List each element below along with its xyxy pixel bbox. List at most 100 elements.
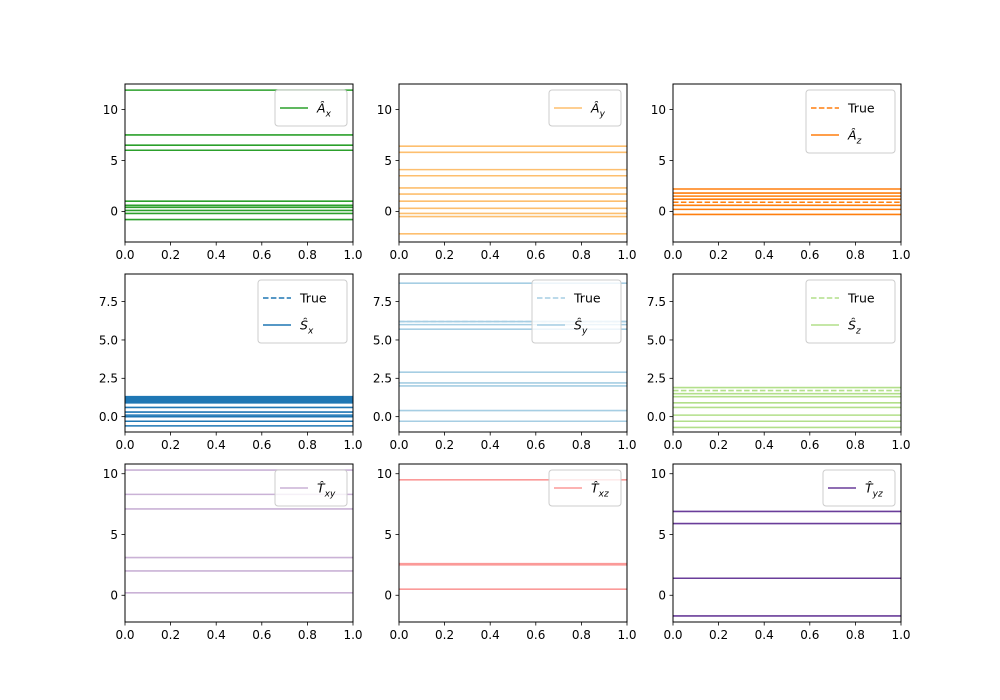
x-tick-label: 0.4 [481, 438, 500, 452]
data-lines [399, 145, 627, 235]
x-tick-label: 0.6 [800, 248, 819, 262]
legend-label: T̂xz [591, 481, 609, 500]
x-tick-label: 0.6 [252, 628, 271, 642]
axes-frame [398, 273, 628, 433]
y-tick-label: 5.0 [99, 333, 118, 347]
legend-label: T̂yz [865, 481, 883, 500]
y-tick-label: 0 [658, 205, 666, 219]
x-tick-label: 1.0 [343, 438, 362, 452]
x-tick-label: 0.8 [572, 248, 591, 262]
legend: T̂yz [822, 469, 896, 507]
y-tick-label: 10 [377, 103, 392, 117]
x-tick-label: 0.2 [161, 438, 180, 452]
legend-box [274, 469, 348, 507]
x-tick-label: 0.4 [481, 628, 500, 642]
legend: True Ŝz [805, 279, 896, 344]
y-tick-label: 2.5 [373, 372, 392, 386]
legend: Âx [274, 89, 348, 127]
subplot-S_y: 0.0 0.2 0.4 0.6 0.8 1.0 0.0 2.5 5.0 7.5 True Ŝy [373, 273, 637, 452]
subplot-S_z: 0.0 0.2 0.4 0.6 0.8 1.0 0.0 2.5 5.0 7.5 True Ŝz [647, 273, 911, 452]
x-tick-label: 0.0 [663, 438, 682, 452]
x-tick-label: 1.0 [891, 628, 910, 642]
x-tick-label: 0.8 [298, 438, 317, 452]
y-tick-label: 0 [384, 589, 392, 603]
x-tick-label: 0.6 [800, 628, 819, 642]
x-tick-label: 0.0 [389, 438, 408, 452]
x-tick-label: 0.6 [526, 438, 545, 452]
legend-box [805, 279, 896, 344]
subplot-S_x: 0.0 0.2 0.4 0.6 0.8 1.0 0.0 2.5 5.0 7.5 True Ŝx [99, 273, 363, 452]
x-tick-label: 0.6 [800, 438, 819, 452]
x-tick-label: 0.6 [252, 248, 271, 262]
y-tick-label: 5 [384, 528, 392, 542]
x-tick-label: 0.4 [755, 628, 774, 642]
axes-frame [672, 273, 902, 433]
x-tick-label: 0.6 [252, 438, 271, 452]
x-tick-label: 0.6 [526, 248, 545, 262]
legend-label: True [847, 291, 875, 306]
x-tick-label: 0.2 [161, 248, 180, 262]
x-tick-label: 0.4 [755, 438, 774, 452]
x-tick-label: 1.0 [343, 628, 362, 642]
legend: T̂xz [548, 469, 622, 507]
x-tick-label: 0.6 [526, 628, 545, 642]
y-tick-label: 0 [658, 589, 666, 603]
x-tick-label: 0.8 [846, 438, 865, 452]
legend-box [531, 279, 622, 344]
y-tick-label: 2.5 [647, 372, 666, 386]
subplot-A_y: 0.0 0.2 0.4 0.6 0.8 1.0 0 5 10 Ây [377, 83, 637, 262]
y-tick-label: 7.5 [647, 295, 666, 309]
x-tick-label: 0.8 [846, 248, 865, 262]
legend-label: Ŝy [574, 318, 588, 337]
x-tick-label: 0.0 [663, 248, 682, 262]
data-lines [125, 395, 353, 427]
x-tick-label: 0.4 [207, 248, 226, 262]
legend-label: Âz [847, 128, 862, 147]
axes-frame [124, 463, 354, 623]
legend-label: True [573, 291, 601, 306]
legend-box [822, 469, 896, 507]
legend: T̂xy [274, 469, 348, 507]
x-tick-label: 0.8 [846, 628, 865, 642]
y-tick-label: 5.0 [647, 333, 666, 347]
y-tick-label: 10 [103, 103, 118, 117]
y-tick-label: 0 [110, 589, 118, 603]
legend-label: True [299, 291, 327, 306]
y-tick-label: 0.0 [99, 410, 118, 424]
axes-frame [672, 463, 902, 623]
y-tick-label: 0 [384, 205, 392, 219]
x-tick-label: 0.0 [389, 628, 408, 642]
y-tick-label: 0.0 [647, 410, 666, 424]
legend: True Âz [805, 89, 896, 154]
data-lines [673, 386, 901, 429]
data-lines [125, 89, 353, 221]
x-tick-label: 0.2 [709, 628, 728, 642]
subplot-A_z: 0.0 0.2 0.4 0.6 0.8 1.0 0 5 10 True Âz [651, 83, 911, 262]
legend-box [274, 89, 348, 127]
x-tick-label: 0.2 [435, 628, 454, 642]
subplot-T_yz: 0.0 0.2 0.4 0.6 0.8 1.0 0 5 10 T̂yz [651, 463, 911, 642]
y-tick-label: 10 [651, 467, 666, 481]
y-tick-label: 10 [651, 103, 666, 117]
x-tick-label: 0.2 [709, 248, 728, 262]
legend-label: Âx [316, 101, 332, 120]
y-tick-label: 7.5 [373, 295, 392, 309]
x-tick-label: 0.2 [435, 248, 454, 262]
x-tick-label: 0.2 [161, 628, 180, 642]
y-tick-label: 0.0 [373, 410, 392, 424]
axes-frame [124, 273, 354, 433]
axes-frame [672, 83, 902, 243]
x-tick-label: 1.0 [891, 248, 910, 262]
x-tick-label: 0.4 [207, 628, 226, 642]
x-tick-label: 0.0 [663, 628, 682, 642]
legend-box [805, 89, 896, 154]
y-tick-label: 5 [658, 528, 666, 542]
x-tick-label: 1.0 [617, 628, 636, 642]
x-tick-label: 1.0 [343, 248, 362, 262]
y-tick-label: 5 [110, 528, 118, 542]
legend-label: T̂xy [317, 481, 336, 500]
legend-label: Ŝz [848, 318, 861, 337]
legend-label: Ŝx [300, 318, 314, 337]
legend: True Ŝy [531, 279, 622, 344]
